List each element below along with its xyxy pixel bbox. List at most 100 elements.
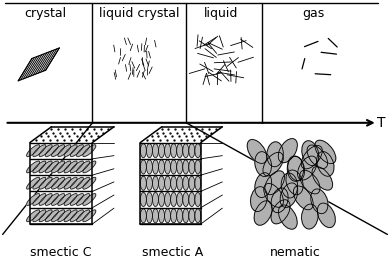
Ellipse shape xyxy=(71,210,83,222)
Ellipse shape xyxy=(171,144,176,158)
Ellipse shape xyxy=(307,145,328,168)
Ellipse shape xyxy=(52,210,65,222)
Ellipse shape xyxy=(301,145,322,169)
Ellipse shape xyxy=(311,189,328,214)
Ellipse shape xyxy=(254,201,272,225)
Ellipse shape xyxy=(294,186,313,210)
Ellipse shape xyxy=(165,209,171,223)
Ellipse shape xyxy=(152,209,158,223)
Ellipse shape xyxy=(183,144,189,158)
Ellipse shape xyxy=(195,144,201,158)
Ellipse shape xyxy=(288,156,305,181)
Ellipse shape xyxy=(318,203,335,228)
Ellipse shape xyxy=(71,194,83,205)
Ellipse shape xyxy=(267,142,283,167)
Ellipse shape xyxy=(165,192,171,206)
Ellipse shape xyxy=(27,194,40,205)
Ellipse shape xyxy=(39,194,52,205)
Ellipse shape xyxy=(152,176,158,190)
Ellipse shape xyxy=(33,161,46,173)
Ellipse shape xyxy=(58,177,71,189)
Ellipse shape xyxy=(83,194,96,205)
Ellipse shape xyxy=(33,210,46,222)
Ellipse shape xyxy=(250,187,267,211)
Ellipse shape xyxy=(271,188,288,213)
Ellipse shape xyxy=(52,161,65,173)
Ellipse shape xyxy=(83,161,96,173)
Text: smectic C: smectic C xyxy=(31,246,92,259)
Ellipse shape xyxy=(140,192,146,206)
Ellipse shape xyxy=(189,192,195,206)
Ellipse shape xyxy=(58,161,71,173)
Ellipse shape xyxy=(76,145,90,157)
Ellipse shape xyxy=(64,145,77,157)
Ellipse shape xyxy=(278,205,297,229)
Ellipse shape xyxy=(76,161,90,173)
Text: T: T xyxy=(377,116,386,130)
Ellipse shape xyxy=(27,210,40,222)
Ellipse shape xyxy=(171,209,176,223)
Ellipse shape xyxy=(177,160,183,174)
Ellipse shape xyxy=(52,194,65,205)
Ellipse shape xyxy=(140,176,146,190)
Ellipse shape xyxy=(312,167,332,190)
Ellipse shape xyxy=(152,192,158,206)
Ellipse shape xyxy=(83,210,96,222)
Ellipse shape xyxy=(171,192,176,206)
Ellipse shape xyxy=(76,177,90,189)
Ellipse shape xyxy=(33,194,46,205)
Ellipse shape xyxy=(171,160,176,174)
Ellipse shape xyxy=(71,145,83,157)
Ellipse shape xyxy=(58,145,71,157)
Ellipse shape xyxy=(177,209,183,223)
Ellipse shape xyxy=(195,209,201,223)
Ellipse shape xyxy=(159,144,165,158)
Ellipse shape xyxy=(280,183,298,208)
Ellipse shape xyxy=(39,145,52,157)
Ellipse shape xyxy=(45,210,58,222)
Ellipse shape xyxy=(39,161,52,173)
Ellipse shape xyxy=(140,160,146,174)
Ellipse shape xyxy=(315,140,336,164)
Ellipse shape xyxy=(317,152,334,176)
Ellipse shape xyxy=(147,144,152,158)
Ellipse shape xyxy=(147,209,152,223)
Ellipse shape xyxy=(165,160,171,174)
Ellipse shape xyxy=(281,173,298,198)
Ellipse shape xyxy=(301,204,318,229)
Ellipse shape xyxy=(83,145,96,157)
Ellipse shape xyxy=(177,144,183,158)
Ellipse shape xyxy=(159,209,165,223)
Ellipse shape xyxy=(152,144,158,158)
Ellipse shape xyxy=(189,160,195,174)
Ellipse shape xyxy=(265,171,285,195)
Ellipse shape xyxy=(255,152,272,177)
Ellipse shape xyxy=(177,192,183,206)
Ellipse shape xyxy=(183,209,189,223)
Ellipse shape xyxy=(152,160,158,174)
Ellipse shape xyxy=(64,177,77,189)
Ellipse shape xyxy=(263,152,283,176)
Ellipse shape xyxy=(45,177,58,189)
Ellipse shape xyxy=(45,161,58,173)
Ellipse shape xyxy=(58,194,71,205)
Ellipse shape xyxy=(39,210,52,222)
Ellipse shape xyxy=(195,160,201,174)
Ellipse shape xyxy=(302,141,319,166)
Ellipse shape xyxy=(195,176,201,190)
Text: liquid crystal: liquid crystal xyxy=(99,7,180,20)
Ellipse shape xyxy=(159,160,165,174)
Ellipse shape xyxy=(183,192,189,206)
Ellipse shape xyxy=(45,145,58,157)
Ellipse shape xyxy=(189,144,195,158)
Ellipse shape xyxy=(147,160,152,174)
Ellipse shape xyxy=(165,176,171,190)
Ellipse shape xyxy=(76,194,90,205)
Ellipse shape xyxy=(76,210,90,222)
Ellipse shape xyxy=(52,145,65,157)
Ellipse shape xyxy=(264,183,283,207)
Ellipse shape xyxy=(159,192,165,206)
Ellipse shape xyxy=(27,145,40,157)
Ellipse shape xyxy=(247,140,267,163)
Text: crystal: crystal xyxy=(25,7,67,20)
